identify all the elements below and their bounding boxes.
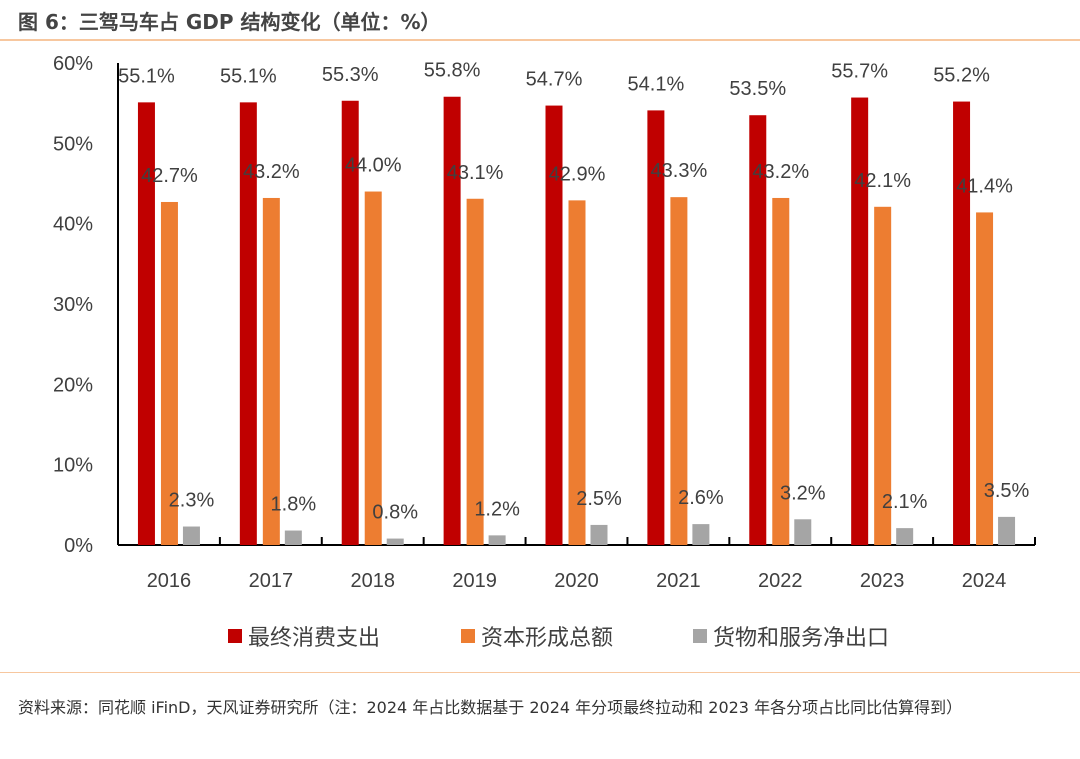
bar-1: [851, 97, 869, 545]
data-label: 55.1%: [220, 65, 277, 87]
x-tick-label: 2016: [147, 570, 192, 592]
source-note: 资料来源：同花顺 iFinD，天风证券研究所（注：2024 年占比数据基于 20…: [18, 698, 963, 717]
data-label: 3.2%: [780, 482, 826, 504]
data-label: 43.2%: [752, 161, 809, 183]
bar-3: [488, 535, 506, 545]
bar-2: [976, 212, 994, 546]
data-label: 43.1%: [447, 162, 504, 184]
bar-1: [545, 105, 563, 546]
legend-swatch: [461, 629, 475, 643]
bar-3: [386, 538, 404, 545]
bar-1: [749, 115, 767, 545]
data-label: 43.3%: [651, 160, 708, 182]
y-tick-label: 0%: [64, 535, 93, 557]
data-label: 2.3%: [169, 490, 215, 512]
data-label: 1.2%: [474, 498, 520, 520]
legend-swatch: [228, 629, 242, 643]
data-label: 55.1%: [118, 65, 175, 87]
bar-3: [794, 519, 812, 545]
y-tick-label: 10%: [53, 455, 93, 477]
bar-chart: 0% 10% 20% 30% 40% 50% 60% 2016 55.1% 42.7% 2.3% 20…: [53, 53, 1036, 650]
data-label: 3.5%: [984, 480, 1030, 502]
bar-2: [364, 191, 382, 546]
x-tick-label: 2021: [656, 570, 701, 592]
y-tick-label: 40%: [53, 214, 93, 236]
x-tick-label: 2020: [554, 570, 599, 592]
data-label: 53.5%: [729, 78, 786, 100]
bar-1: [239, 102, 257, 545]
bar-2: [466, 198, 484, 545]
bar-1: [647, 110, 665, 545]
bar-2: [874, 206, 892, 545]
data-label: 54.1%: [628, 73, 685, 95]
data-label: 42.1%: [854, 170, 911, 192]
legend-label: 货物和服务净出口: [713, 625, 889, 650]
data-label: 44.0%: [345, 155, 402, 177]
bar-3: [896, 528, 914, 545]
title-divider: [0, 39, 1080, 41]
bar-1: [953, 101, 971, 545]
x-tick-label: 2019: [452, 570, 497, 592]
bar-1: [341, 100, 359, 546]
bar-2: [262, 197, 280, 545]
legend-label: 最终消费支出: [248, 625, 380, 650]
bar-3: [284, 530, 302, 545]
y-tick-label: 50%: [53, 133, 93, 155]
data-label: 42.7%: [141, 165, 198, 187]
bar-3: [590, 524, 608, 545]
data-label: 55.2%: [933, 65, 990, 87]
bar-1: [137, 102, 155, 545]
bar-1: [443, 96, 461, 546]
data-label: 2.5%: [576, 488, 622, 510]
x-tick-label: 2024: [962, 570, 1007, 592]
x-tick-label: 2022: [758, 570, 803, 592]
data-label: 42.9%: [549, 163, 606, 185]
data-label: 0.8%: [372, 502, 418, 524]
y-tick-label: 60%: [53, 53, 93, 75]
bar-3: [692, 524, 710, 545]
bar-2: [772, 197, 790, 545]
data-label: 55.7%: [831, 61, 888, 83]
x-tick-label: 2018: [350, 570, 395, 592]
bar-3: [182, 526, 200, 545]
bar-3: [998, 516, 1016, 545]
legend-label: 资本形成总额: [481, 625, 613, 650]
data-label: 1.8%: [271, 494, 317, 516]
legend-swatch: [693, 629, 707, 643]
data-label: 2.6%: [678, 487, 724, 509]
bar-2: [568, 200, 586, 545]
data-label: 54.7%: [526, 69, 583, 91]
data-label: 41.4%: [956, 175, 1013, 197]
footer-divider: [0, 672, 1080, 673]
data-label: 55.3%: [322, 64, 379, 86]
x-tick-label: 2017: [249, 570, 294, 592]
data-label: 43.2%: [243, 161, 300, 183]
data-label: 2.1%: [882, 491, 928, 513]
figure-title: 图 6：三驾马车占 GDP 结构变化（单位：%）: [18, 10, 441, 34]
data-label: 55.8%: [424, 60, 481, 82]
bar-2: [670, 197, 688, 545]
x-tick-label: 2023: [860, 570, 905, 592]
y-tick-label: 20%: [53, 374, 93, 396]
y-tick-label: 30%: [53, 294, 93, 316]
bar-2: [160, 201, 178, 545]
